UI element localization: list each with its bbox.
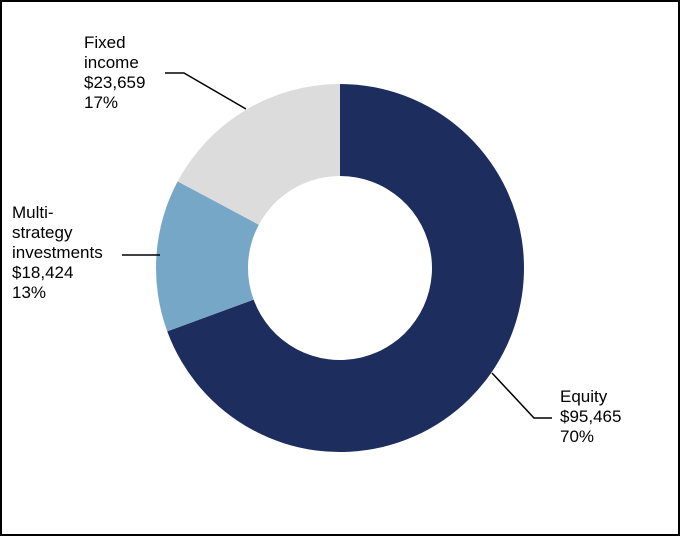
- slice-name-label: income: [84, 53, 139, 72]
- slice-fixed-income: [177, 84, 340, 225]
- slice-name-label: Equity: [560, 387, 608, 406]
- slice-value-label: $18,424: [12, 263, 73, 282]
- donut-slices: [155, 84, 524, 452]
- slice-percent-label: 13%: [12, 283, 46, 302]
- slice-equity: [167, 84, 524, 452]
- leader-lines: [122, 72, 552, 419]
- slice-name-label: Multi-: [12, 203, 54, 222]
- slice-percent-label: 70%: [560, 427, 594, 446]
- leader-line: [165, 72, 247, 110]
- slice-value-label: $23,659: [84, 73, 145, 92]
- slice-name-label: investments: [12, 243, 103, 262]
- slice-multi-strategy-investments: [155, 181, 259, 332]
- slice-value-label: $95,465: [560, 407, 621, 426]
- leader-line: [491, 372, 552, 419]
- slice-name-label: strategy: [12, 223, 73, 242]
- slice-name-label: Fixed: [84, 33, 126, 52]
- slice-percent-label: 17%: [84, 93, 118, 112]
